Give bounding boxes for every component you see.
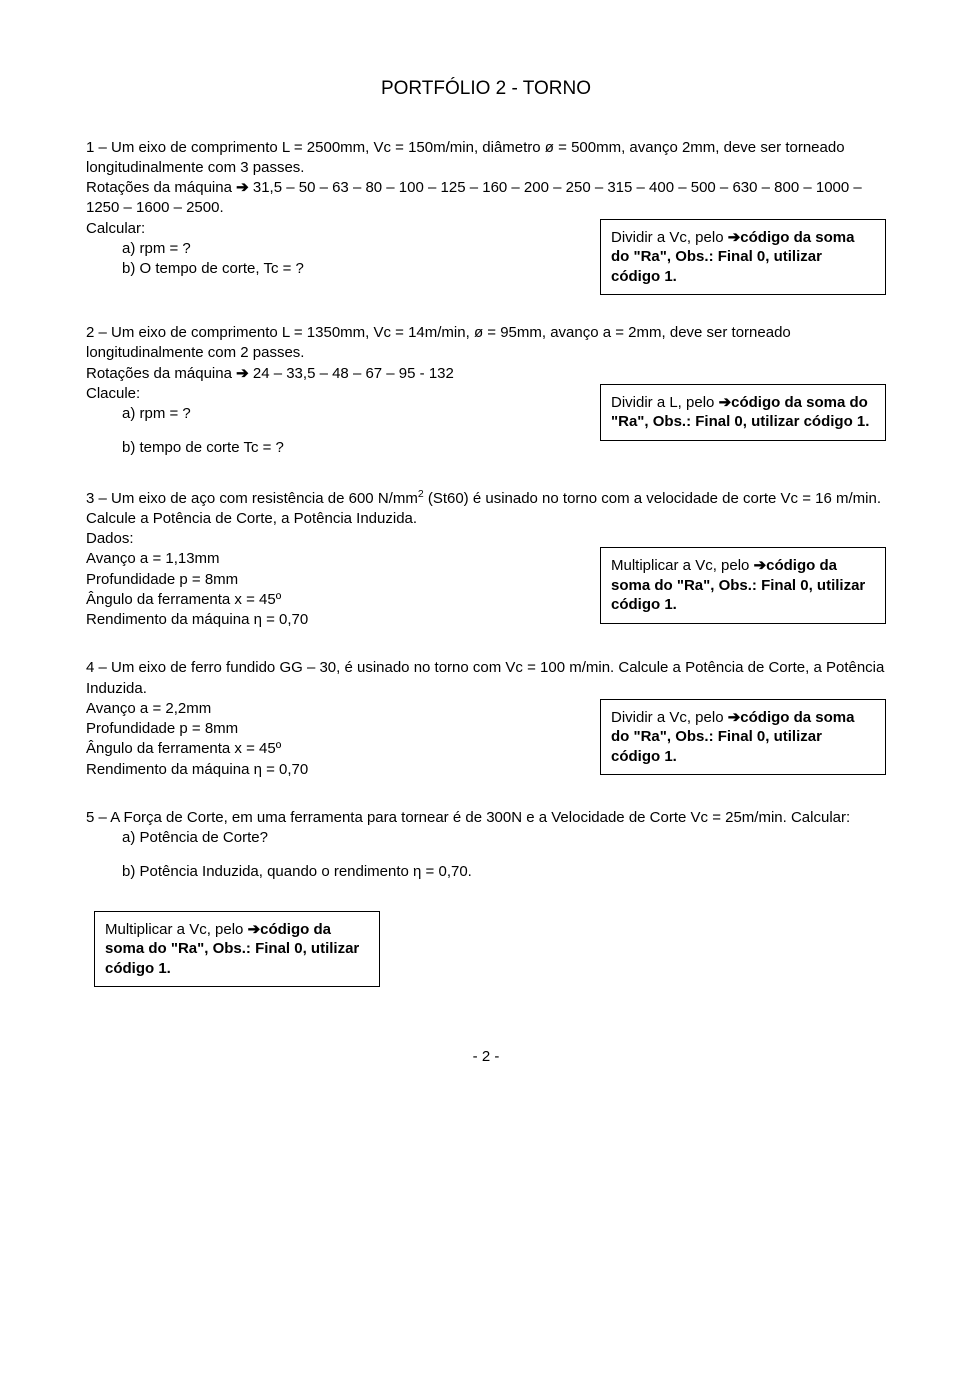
q2-text1: 2 – Um eixo de comprimento L = 1350mm, V… — [86, 323, 886, 364]
q3-text1: 3 – Um eixo de aço com resistência de 60… — [86, 487, 886, 530]
hint5-a: Multiplicar a Vc, pelo — [105, 921, 248, 938]
hint4-a: Dividir a Vc, pelo — [611, 709, 728, 726]
q2-calc: Clacule: — [86, 384, 570, 404]
q4-text1: 4 – Um eixo de ferro fundido GG – 30, é … — [86, 658, 886, 699]
arrow-icon: ➔ — [236, 179, 249, 196]
q1-b: b) O tempo de corte, Tc = ? — [86, 259, 570, 279]
arrow-icon: ➔ — [248, 921, 261, 938]
arrow-icon: ➔ — [728, 709, 741, 726]
q3-d2: Profundidade p = 8mm — [86, 570, 570, 590]
q1-text2: Rotações da máquina ➔ 31,5 – 50 – 63 – 8… — [86, 178, 886, 219]
question-5: 5 – A Força de Corte, em uma ferramenta … — [86, 808, 886, 987]
arrow-icon: ➔ — [236, 365, 249, 382]
hint1-a: Dividir a Vc, pelo — [611, 229, 728, 246]
q3-p1a: 3 – Um eixo de aço com resistência de 60… — [86, 490, 418, 507]
q3-d4: Rendimento da máquina η = 0,70 — [86, 610, 570, 630]
arrow-icon: ➔ — [754, 557, 767, 574]
q3-d1: Avanço a = 1,13mm — [86, 549, 570, 569]
q4-d1: Avanço a = 2,2mm — [86, 699, 570, 719]
q5-text1: 5 – A Força de Corte, em uma ferramenta … — [86, 808, 886, 828]
q3-d3: Ângulo da ferramenta x = 45º — [86, 590, 570, 610]
q4-d2: Profundidade p = 8mm — [86, 719, 570, 739]
hint2-a: Dividir a L, pelo — [611, 394, 719, 411]
hint-box-2: Dividir a L, pelo ➔código da soma do "Ra… — [600, 384, 886, 441]
q2-b: b) tempo de corte Tc = ? — [86, 438, 570, 458]
q2-text2: Rotações da máquina ➔ 24 – 33,5 – 48 – 6… — [86, 364, 886, 384]
hint3-a: Multiplicar a Vc, pelo — [611, 557, 754, 574]
question-3: 3 – Um eixo de aço com resistência de 60… — [86, 487, 886, 631]
q3-dados: Dados: — [86, 529, 570, 549]
question-2: 2 – Um eixo de comprimento L = 1350mm, V… — [86, 323, 886, 459]
q5-a: a) Potência de Corte? — [86, 828, 886, 848]
hint-box-4: Dividir a Vc, pelo ➔código da soma do "R… — [600, 699, 886, 776]
q2-rot-vals: 24 – 33,5 – 48 – 67 – 95 - 132 — [249, 365, 454, 382]
hint-box-5: Multiplicar a Vc, pelo ➔código da soma d… — [94, 911, 380, 988]
q1-text1: 1 – Um eixo de comprimento L = 2500mm, V… — [86, 138, 886, 179]
q1-rot-pre: Rotações da máquina — [86, 179, 236, 196]
q2-rot-pre: Rotações da máquina — [86, 365, 236, 382]
arrow-icon: ➔ — [719, 394, 732, 411]
q1-calc: Calcular: — [86, 219, 570, 239]
q2-a: a) rpm = ? — [86, 404, 570, 424]
arrow-icon: ➔ — [728, 229, 741, 246]
q5-b: b) Potência Induzida, quando o rendiment… — [86, 862, 886, 882]
question-1: 1 – Um eixo de comprimento L = 2500mm, V… — [86, 138, 886, 296]
page-title: PORTFÓLIO 2 - TORNO — [86, 76, 886, 102]
hint-box-3: Multiplicar a Vc, pelo ➔código da soma d… — [600, 547, 886, 624]
q4-d4: Rendimento da máquina η = 0,70 — [86, 760, 570, 780]
hint-box-1: Dividir a Vc, pelo ➔código da soma do "R… — [600, 219, 886, 296]
question-4: 4 – Um eixo de ferro fundido GG – 30, é … — [86, 658, 886, 780]
q1-a: a) rpm = ? — [86, 239, 570, 259]
q4-d3: Ângulo da ferramenta x = 45º — [86, 739, 570, 759]
page-number: - 2 - — [86, 1047, 886, 1067]
